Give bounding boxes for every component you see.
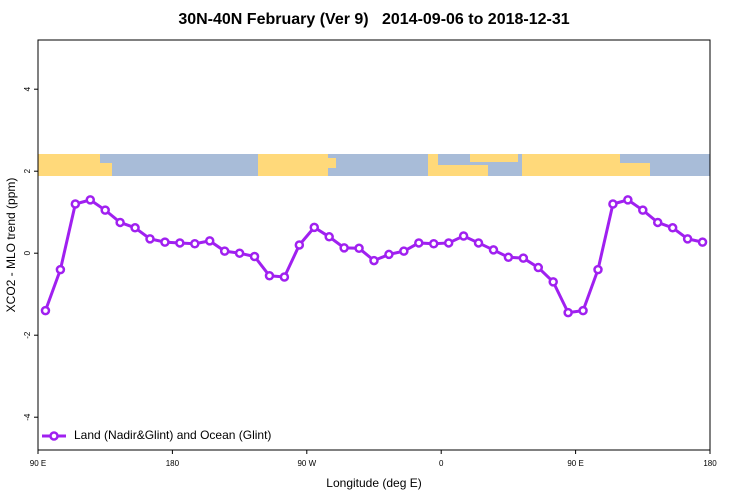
data-point: [548, 277, 558, 287]
y-axis-label: XCO2 - MLO trend (ppm): [4, 178, 18, 313]
data-point: [40, 305, 51, 316]
data-point: [115, 217, 125, 228]
data-point: [667, 223, 678, 233]
data-point: [354, 243, 364, 254]
data-point: [264, 271, 275, 281]
data-point: [384, 249, 394, 260]
data-point: [682, 234, 693, 244]
data-point: [443, 238, 454, 248]
y-tick-label: 0: [23, 250, 32, 255]
data-point: [533, 262, 544, 273]
data-point: [130, 223, 140, 233]
data-point: [160, 237, 170, 247]
map-strip: [38, 154, 710, 176]
data-point: [623, 195, 633, 205]
data-point: [324, 232, 334, 242]
data-point: [219, 246, 230, 256]
x-tick-label: 90 W: [297, 459, 316, 468]
data-point: [234, 248, 245, 258]
data-point: [204, 236, 215, 246]
data-point: [70, 199, 81, 209]
data-point: [503, 252, 514, 263]
data-point: [428, 239, 439, 249]
data-point: [175, 238, 185, 248]
data-point: [100, 205, 110, 215]
data-point: [85, 195, 96, 205]
data-point: [414, 238, 424, 248]
data-point: [608, 199, 618, 209]
y-tick-label: -2: [23, 331, 32, 339]
x-tick-label: 0: [439, 459, 444, 468]
data-point: [399, 246, 409, 256]
legend-label: Land (Nadir&Glint) and Ocean (Glint): [74, 428, 271, 442]
data-point: [652, 217, 663, 228]
data-point: [55, 264, 66, 275]
data-point: [697, 237, 708, 247]
x-tick-label: 90 E: [30, 459, 46, 468]
data-point: [593, 264, 603, 275]
x-axis-label: Longitude (deg E): [326, 476, 421, 490]
data-point: [578, 305, 588, 316]
legend-marker: [49, 431, 59, 441]
plot-frame: [37, 39, 711, 451]
data-point: [518, 253, 529, 263]
data-point: [145, 234, 155, 244]
y-tick-label: 2: [23, 168, 32, 173]
data-point: [339, 243, 349, 253]
data-point: [488, 245, 499, 255]
chart-title: 30N-40N February (Ver 9) 2014-09-06 to 2…: [178, 11, 569, 28]
data-point: [458, 231, 469, 241]
data-point: [473, 238, 484, 248]
y-tick-label: 4: [23, 86, 32, 91]
x-tick-label: 180: [703, 459, 717, 468]
data-point: [190, 239, 200, 249]
data-point: [294, 240, 305, 250]
data-point: [279, 272, 290, 282]
x-tick-label: 90 E: [567, 459, 583, 468]
data-point: [309, 222, 320, 233]
x-tick-label: 180: [166, 459, 180, 468]
data-point: [563, 307, 573, 318]
data-point: [369, 255, 379, 266]
data-point: [249, 251, 260, 262]
y-tick-label: -4: [23, 413, 32, 421]
data-point: [638, 205, 648, 215]
